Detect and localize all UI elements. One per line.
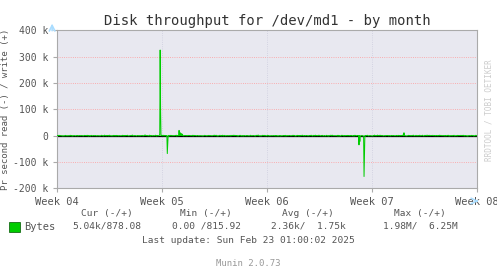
Text: 0.00 /815.92: 0.00 /815.92 xyxy=(172,222,241,231)
Text: Avg (-/+): Avg (-/+) xyxy=(282,209,334,218)
Text: Cur (-/+): Cur (-/+) xyxy=(81,209,133,218)
Text: RRDTOOL / TOBI OETIKER: RRDTOOL / TOBI OETIKER xyxy=(485,59,494,161)
Text: Bytes: Bytes xyxy=(24,222,55,232)
Text: Min (-/+): Min (-/+) xyxy=(180,209,232,218)
Text: 2.36k/  1.75k: 2.36k/ 1.75k xyxy=(271,222,345,231)
Text: Munin 2.0.73: Munin 2.0.73 xyxy=(216,259,281,268)
Text: 1.98M/  6.25M: 1.98M/ 6.25M xyxy=(383,222,457,231)
Text: 5.04k/878.08: 5.04k/878.08 xyxy=(73,222,141,231)
Text: Max (-/+): Max (-/+) xyxy=(394,209,446,218)
Y-axis label: Pr second read (-) / write (+): Pr second read (-) / write (+) xyxy=(1,29,10,190)
Title: Disk throughput for /dev/md1 - by month: Disk throughput for /dev/md1 - by month xyxy=(104,14,430,28)
Text: Last update: Sun Feb 23 01:00:02 2025: Last update: Sun Feb 23 01:00:02 2025 xyxy=(142,236,355,245)
